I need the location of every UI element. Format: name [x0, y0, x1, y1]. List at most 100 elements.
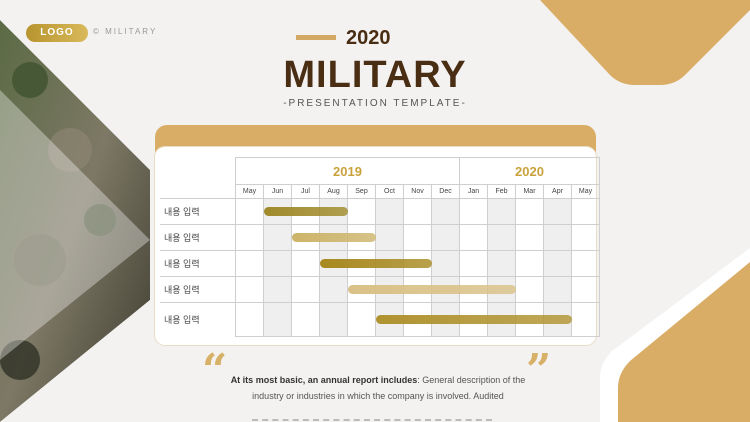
gantt-table: 2019 2020 May Jun Jul Aug Sep Oct Nov Dec Jan Feb M… — [160, 157, 600, 337]
corner-shape-top-right — [540, 0, 750, 85]
gantt-row: 내용 입력 — [160, 198, 600, 225]
gantt-month-header: Oct — [375, 184, 404, 199]
gantt-corner — [160, 185, 236, 199]
gantt-cell — [403, 276, 432, 303]
gantt-cell — [487, 276, 516, 303]
gantt-corner — [160, 158, 236, 185]
gantt-cell — [543, 276, 572, 303]
gantt-cell — [291, 224, 320, 251]
gantt-cell — [319, 250, 348, 277]
gantt-cell — [291, 276, 320, 303]
gantt-cell — [543, 198, 572, 225]
gantt-cell — [459, 302, 488, 337]
gantt-cell — [347, 302, 376, 337]
gantt-cell — [403, 250, 432, 277]
gantt-row-label: 내용 입력 — [160, 250, 236, 277]
gantt-cell — [431, 276, 460, 303]
logo-badge[interactable]: LOGO — [26, 24, 88, 42]
gantt-cell — [543, 302, 572, 337]
gantt-cell — [263, 250, 292, 277]
gantt-cell — [235, 276, 264, 303]
gantt-row: 내용 입력 — [160, 224, 600, 251]
gantt-month-header: Aug — [319, 184, 348, 199]
gantt-cell — [571, 302, 600, 337]
gantt-cell — [347, 250, 376, 277]
gantt-cell — [571, 224, 600, 251]
gantt-month-header: Mar — [515, 184, 544, 199]
gantt-cell — [375, 224, 404, 251]
gantt-cell — [487, 250, 516, 277]
gantt-cell — [319, 276, 348, 303]
gantt-cell — [235, 302, 264, 337]
gantt-cell — [487, 198, 516, 225]
gantt-month-header: May — [571, 184, 600, 199]
gantt-cell — [263, 198, 292, 225]
gantt-cell — [515, 250, 544, 277]
gantt-row-label: 내용 입력 — [160, 276, 236, 303]
quote-close-icon: ” — [526, 345, 552, 396]
gantt-cell — [347, 198, 376, 225]
description-text: At its most basic, an annual report incl… — [230, 372, 526, 404]
gantt-cell — [263, 224, 292, 251]
gantt-cell — [431, 302, 460, 337]
gantt-month-header: Feb — [487, 184, 516, 199]
gantt-cell — [543, 250, 572, 277]
gantt-cell — [515, 224, 544, 251]
gantt-cell — [459, 250, 488, 277]
gantt-cell — [263, 276, 292, 303]
gantt-month-header: Jan — [459, 184, 488, 199]
gantt-row-label: 내용 입력 — [160, 224, 236, 251]
gantt-cell — [291, 198, 320, 225]
gantt-cell — [459, 198, 488, 225]
gantt-cell — [347, 224, 376, 251]
gantt-month-header: Jun — [263, 184, 292, 199]
gantt-cell — [375, 198, 404, 225]
gantt-row: 내용 입력 — [160, 250, 600, 277]
gantt-cell — [319, 224, 348, 251]
gantt-cell — [319, 302, 348, 337]
gantt-cell — [515, 302, 544, 337]
gantt-month-header: Sep — [347, 184, 376, 199]
gantt-month-header: Apr — [543, 184, 572, 199]
gantt-cell — [571, 198, 600, 225]
gantt-cell — [487, 302, 516, 337]
gantt-cell — [403, 224, 432, 251]
gantt-cell — [319, 198, 348, 225]
gantt-row: 내용 입력 — [160, 276, 600, 303]
gantt-cell — [235, 224, 264, 251]
page-subtitle: -PRESENTATION TEMPLATE- — [283, 98, 467, 109]
gantt-cell — [403, 302, 432, 337]
soldier-photo — [0, 0, 150, 422]
quote-open-icon: “ — [202, 345, 228, 396]
corner-shape-bottom-right — [600, 248, 750, 422]
gantt-cell — [431, 198, 460, 225]
description-bold: At its most basic, an annual report incl… — [230, 375, 418, 385]
gantt-cell — [571, 250, 600, 277]
year-accent-bar — [296, 35, 336, 40]
gantt-cell — [347, 276, 376, 303]
gantt-cell — [263, 302, 292, 337]
gantt-cell — [235, 198, 264, 225]
gantt-cell — [543, 224, 572, 251]
copyright-text: © MILITARY — [93, 27, 158, 36]
gantt-cell — [571, 276, 600, 303]
description-rest: : General description of the industry or… — [252, 375, 526, 401]
dashed-divider — [252, 419, 492, 421]
page-title: MILITARY — [283, 54, 467, 96]
gantt-year-header: 2020 — [459, 157, 600, 185]
gantt-cell — [431, 224, 460, 251]
gantt-cell — [515, 198, 544, 225]
gantt-cell — [403, 198, 432, 225]
gantt-cell — [515, 276, 544, 303]
year-label: 2020 — [346, 27, 391, 49]
gantt-year-header: 2019 — [235, 157, 460, 185]
gantt-row-label: 내용 입력 — [160, 198, 236, 225]
gantt-cell — [487, 224, 516, 251]
gantt-cell — [431, 250, 460, 277]
gantt-month-header: May — [235, 184, 264, 199]
gantt-cell — [459, 276, 488, 303]
gantt-row: 내용 입력 — [160, 302, 600, 337]
gantt-month-header: Dec — [431, 184, 460, 199]
gantt-cell — [375, 276, 404, 303]
gantt-month-header: Nov — [403, 184, 432, 199]
